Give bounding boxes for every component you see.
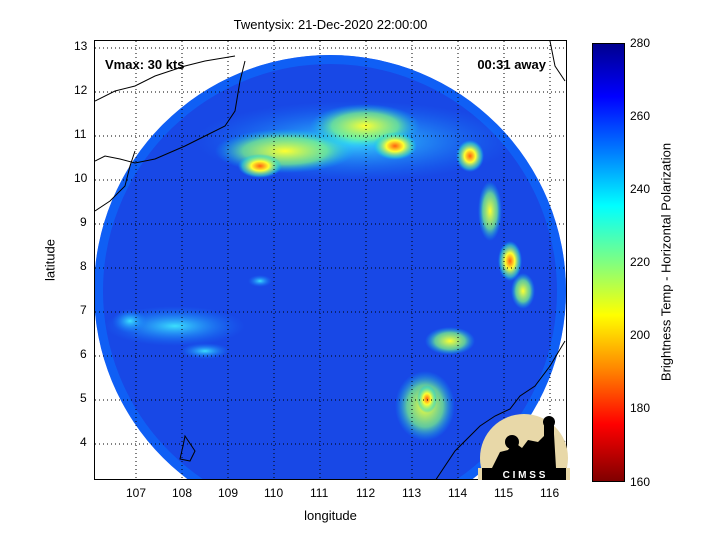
brightness-temperature-image <box>95 41 566 479</box>
colorbar-tick: 220 <box>630 255 651 269</box>
y-tick: 7 <box>80 303 87 317</box>
y-tick: 8 <box>80 259 87 273</box>
y-tick: 10 <box>74 171 88 185</box>
colorbar <box>592 43 625 482</box>
x-tick: 115 <box>494 486 514 500</box>
x-tick: 113 <box>402 486 422 500</box>
vmax-label: Vmax: 30 kts <box>105 57 185 72</box>
cimss-logo: C I M S S <box>478 414 570 480</box>
x-tick: 108 <box>172 486 193 500</box>
x-tick: 110 <box>264 486 284 500</box>
x-tick: 107 <box>126 486 147 500</box>
y-tick: 5 <box>80 391 87 405</box>
colorbar-tick: 180 <box>630 401 651 415</box>
time-offset-label: 00:31 away <box>477 57 546 72</box>
colorbar-tick: 160 <box>630 475 651 489</box>
colorbar-tick: 260 <box>630 109 651 123</box>
y-tick: 9 <box>80 215 87 229</box>
colorbar-tick: 200 <box>630 328 651 342</box>
colorbar-label: Brightness Temp - Horizontal Polarizatio… <box>658 142 674 382</box>
y-tick: 13 <box>74 39 88 53</box>
y-tick: 11 <box>74 127 87 141</box>
x-tick: 109 <box>218 486 239 500</box>
colorbar-tick: 280 <box>630 36 651 50</box>
x-axis-label: longitude <box>304 508 357 523</box>
x-tick: 116 <box>540 486 560 500</box>
y-tick: 12 <box>74 83 88 97</box>
x-tick: 114 <box>448 486 468 500</box>
logo-text: C I M S S <box>503 470 546 480</box>
y-tick: 4 <box>80 435 87 449</box>
graticule <box>95 41 566 479</box>
plot-title: Twentysix: 21-Dec-2020 22:00:00 <box>233 17 428 32</box>
map-plot-area: Vmax: 30 kts 00:31 away <box>94 40 567 480</box>
x-tick: 112 <box>356 486 376 500</box>
x-tick: 111 <box>310 486 329 500</box>
y-tick: 6 <box>80 347 87 361</box>
colorbar-tick: 240 <box>630 182 651 196</box>
y-axis-label: latitude <box>42 239 58 281</box>
